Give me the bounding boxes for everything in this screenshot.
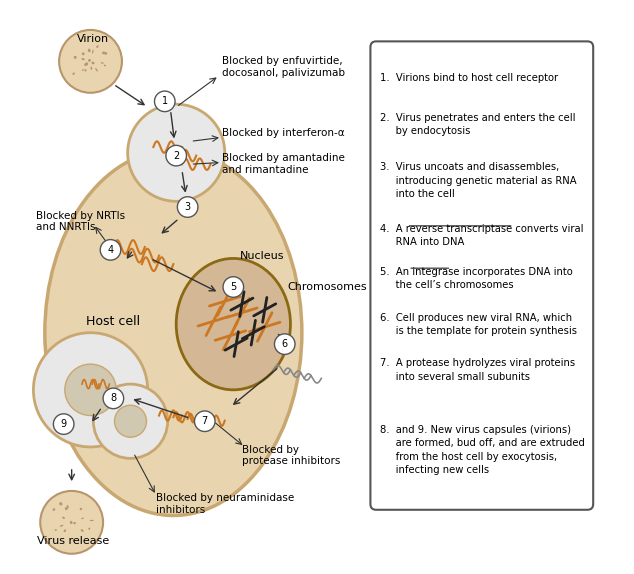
Ellipse shape	[81, 518, 84, 519]
Text: 2: 2	[173, 150, 179, 161]
Text: 6.  Cell produces new viral RNA, which
     is the template for protein synthesi: 6. Cell produces new viral RNA, which is…	[380, 313, 577, 336]
Circle shape	[155, 91, 175, 111]
Ellipse shape	[59, 502, 62, 506]
Ellipse shape	[70, 522, 72, 524]
Circle shape	[223, 277, 243, 297]
Circle shape	[166, 145, 186, 166]
Text: Nucleus: Nucleus	[240, 251, 284, 261]
Text: 2.  Virus penetrates and enters the cell
     by endocytosis: 2. Virus penetrates and enters the cell …	[380, 113, 576, 136]
Text: 8: 8	[110, 393, 117, 404]
Ellipse shape	[45, 150, 302, 515]
Text: Blocked by enfuvirtide,
docosanol, palivizumab: Blocked by enfuvirtide, docosanol, paliv…	[222, 56, 345, 78]
Ellipse shape	[102, 52, 105, 54]
Circle shape	[100, 239, 121, 260]
Text: 1: 1	[162, 96, 168, 106]
Circle shape	[127, 104, 225, 201]
Ellipse shape	[82, 69, 84, 71]
Ellipse shape	[74, 56, 77, 59]
Text: Blocked by NRTIs
and NNRTIs: Blocked by NRTIs and NNRTIs	[36, 211, 126, 232]
Ellipse shape	[84, 69, 87, 72]
Text: Virion: Virion	[77, 33, 110, 44]
Ellipse shape	[88, 528, 90, 530]
Circle shape	[178, 197, 198, 218]
Circle shape	[59, 30, 122, 93]
Ellipse shape	[70, 521, 72, 523]
Ellipse shape	[88, 49, 91, 52]
Text: 3: 3	[184, 202, 191, 212]
Ellipse shape	[74, 522, 76, 525]
Text: 9: 9	[61, 419, 67, 429]
Ellipse shape	[55, 529, 57, 531]
Ellipse shape	[82, 52, 84, 55]
Ellipse shape	[62, 517, 65, 519]
Text: 5.  An integrase incorporates DNA into
     the cell’s chromosomes: 5. An integrase incorporates DNA into th…	[380, 267, 573, 290]
Ellipse shape	[176, 258, 290, 390]
Ellipse shape	[63, 529, 66, 532]
Text: Blocked by amantadine
and rimantadine: Blocked by amantadine and rimantadine	[222, 153, 345, 175]
Text: Chromosomes: Chromosomes	[288, 282, 367, 292]
Ellipse shape	[104, 52, 107, 55]
Ellipse shape	[72, 72, 75, 75]
Ellipse shape	[80, 507, 82, 510]
Ellipse shape	[92, 49, 94, 54]
Ellipse shape	[67, 505, 68, 509]
Text: 4.  A reverse transcriptase converts viral
     RNA into DNA: 4. A reverse transcriptase converts vira…	[380, 224, 584, 247]
Ellipse shape	[101, 62, 104, 64]
Ellipse shape	[95, 68, 98, 72]
Circle shape	[40, 491, 103, 554]
Ellipse shape	[53, 508, 55, 511]
Ellipse shape	[84, 63, 88, 66]
FancyBboxPatch shape	[370, 41, 593, 510]
Ellipse shape	[91, 61, 94, 64]
Text: 1.  Virions bind to host cell receptor: 1. Virions bind to host cell receptor	[380, 73, 559, 83]
Circle shape	[34, 333, 148, 447]
Circle shape	[93, 384, 167, 459]
Ellipse shape	[81, 58, 85, 60]
Text: Blocked by interferon-α: Blocked by interferon-α	[222, 128, 344, 138]
Ellipse shape	[60, 525, 63, 527]
Circle shape	[103, 388, 124, 409]
Circle shape	[115, 405, 146, 437]
Circle shape	[275, 334, 295, 354]
Ellipse shape	[88, 59, 91, 62]
Ellipse shape	[91, 67, 92, 70]
Text: Blocked by neuraminidase
inhibitors: Blocked by neuraminidase inhibitors	[156, 493, 294, 515]
Text: Blocked by
protease inhibitors: Blocked by protease inhibitors	[242, 445, 340, 466]
Circle shape	[195, 411, 215, 432]
Text: 4: 4	[107, 245, 113, 255]
Text: Virus release: Virus release	[37, 536, 110, 546]
Ellipse shape	[73, 539, 75, 542]
Ellipse shape	[65, 507, 68, 510]
Ellipse shape	[71, 522, 72, 524]
Text: 3.  Virus uncoats and disassembles,
     introducing genetic material as RNA
   : 3. Virus uncoats and disassembles, intro…	[380, 162, 577, 199]
Text: 7.  A protease hydrolyzes viral proteins
     into several small subunits: 7. A protease hydrolyzes viral proteins …	[380, 358, 575, 382]
Text: 6: 6	[281, 339, 288, 349]
Ellipse shape	[81, 529, 84, 532]
Text: 5: 5	[230, 282, 236, 292]
Text: 8.  and 9. New virus capsules (virions)
     are formed, bud off, and are extrud: 8. and 9. New virus capsules (virions) a…	[380, 425, 585, 475]
Ellipse shape	[90, 520, 94, 521]
Ellipse shape	[96, 45, 98, 48]
Text: 7: 7	[202, 416, 208, 426]
Circle shape	[65, 364, 116, 416]
Text: Host cell: Host cell	[86, 315, 140, 328]
Ellipse shape	[104, 65, 106, 67]
Circle shape	[53, 414, 74, 435]
